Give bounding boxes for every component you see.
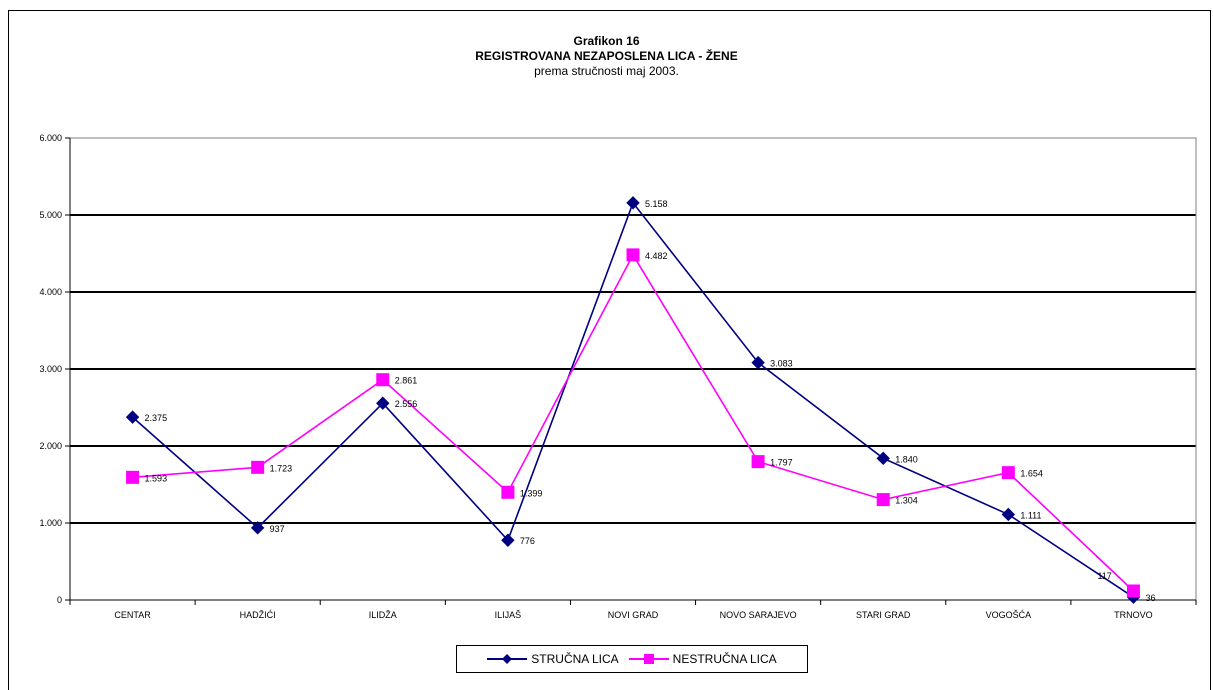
data-label: 2.375 [145, 413, 168, 423]
legend-item-strucna: STRUČNA LICA [487, 652, 619, 666]
chart-subtitle-2: prema stručnosti maj 2003. [534, 64, 679, 78]
data-label: 1.111 [1020, 510, 1041, 520]
axes [65, 137, 1197, 605]
y-tick-label: 4.000 [39, 287, 62, 297]
series-1-point [1126, 584, 1140, 598]
data-label: 1.723 [270, 463, 293, 473]
series-0-point [125, 410, 140, 424]
x-tick-label: CENTAR [114, 610, 151, 620]
data-label: 4.482 [645, 251, 668, 261]
series-0-point [501, 533, 515, 547]
series-1-point [751, 455, 765, 469]
data-label: 1.797 [770, 458, 793, 468]
series-1-point [626, 248, 640, 262]
series-1-point [376, 373, 390, 387]
series-0-point [876, 451, 890, 466]
data-label: 1.840 [895, 454, 918, 464]
series-0-point [626, 196, 640, 210]
x-tick-label: TRNOVO [1114, 610, 1153, 620]
data-label: 937 [270, 524, 285, 534]
data-label: 1.399 [520, 488, 543, 498]
chart-title: Grafikon 16 [573, 34, 640, 48]
data-label: 2.861 [395, 376, 418, 386]
series-0-point [751, 355, 765, 370]
y-tick-label: 3.000 [39, 364, 62, 374]
chart-frame [8, 10, 1211, 690]
series-1-point [876, 493, 890, 507]
series-1-point [126, 470, 140, 484]
series-1-point [251, 460, 265, 474]
data-label: 2.556 [395, 399, 418, 409]
data-label: 1.654 [1020, 469, 1043, 479]
chart-subtitle: REGISTROVANA NEZAPOSLENA LICA - ŽENE [475, 49, 738, 63]
chart-titles: Grafikon 16 REGISTROVANA NEZAPOSLENA LIC… [0, 34, 1213, 79]
y-tick-label: 0 [57, 595, 62, 605]
legend-label-nestrucna: NESTRUČNA LICA [672, 652, 777, 666]
legend-item-nestrucna: NESTRUČNA LICA [628, 652, 777, 666]
series-1-point [1001, 466, 1015, 480]
y-tick-label: 6.000 [39, 133, 62, 143]
data-label: 5.158 [645, 199, 668, 209]
legend-swatch-diamond-icon [487, 654, 528, 664]
data-label: 776 [520, 536, 535, 546]
y-tick-labels: 0 1.000 2.000 3.000 4.000 5.000 6.000 [39, 133, 62, 605]
data-labels: 2.375 937 2.556 776 5.158 3.083 1.840 1.111 36 1.… [145, 199, 1156, 603]
x-tick-label: NOVI GRAD [608, 610, 659, 620]
data-label: 1.593 [145, 473, 168, 483]
x-tick-label: ILIDŽA [369, 610, 397, 620]
data-label: 36 [1145, 593, 1155, 603]
y-tick-label: 5.000 [39, 210, 62, 220]
series-line-0 [132, 201, 1134, 598]
legend: STRUČNA LICA NESTRUČNA LICA [456, 645, 808, 673]
x-tick-label: STARI GRAD [856, 610, 911, 620]
data-label: 1.304 [895, 496, 918, 506]
legend-label-strucna: STRUČNA LICA [531, 652, 619, 666]
x-tick-label: HADŽIĆI [240, 610, 276, 620]
grid-lines [70, 214, 1196, 524]
data-label: 117 [1097, 571, 1111, 581]
x-tick-label: ILIJAŠ [495, 610, 522, 620]
legend-swatch-square-icon [628, 654, 669, 664]
x-tick-label: NOVO SARAJEVO [720, 610, 797, 620]
x-tick-labels: CENTAR HADŽIĆI ILIDŽA ILIJAŠ NOVI GRAD NOVO S… [114, 610, 1152, 620]
y-tick-label: 1.000 [39, 518, 62, 528]
series-0-point [376, 396, 390, 410]
series-1-point [501, 485, 515, 499]
series-0-point [250, 521, 265, 535]
series-0-point [1001, 507, 1016, 522]
y-tick-label: 2.000 [39, 441, 62, 451]
data-label: 3.083 [770, 359, 793, 369]
series-line-1 [132, 253, 1134, 592]
series-group [125, 196, 1141, 604]
x-tick-label: VOGOŠĆA [986, 610, 1032, 620]
